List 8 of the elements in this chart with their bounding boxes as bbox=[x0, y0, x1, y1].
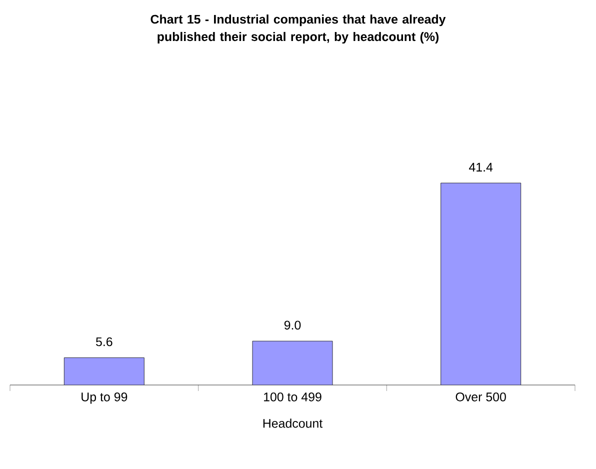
x-tick-label: Over 500 bbox=[456, 392, 506, 402]
data-label: 9.0 bbox=[284, 320, 301, 330]
x-axis-title: Headcount bbox=[263, 418, 323, 428]
data-label: 41.4 bbox=[469, 162, 493, 172]
chart-title: Chart 15 - Industrial companies that have already published their social report, by headcount (%) bbox=[150, 14, 446, 44]
data-label: 5.6 bbox=[96, 337, 112, 346]
x-tick-label: 100 to 499 bbox=[264, 392, 322, 402]
x-tick-label: Up to 99 bbox=[82, 392, 128, 404]
